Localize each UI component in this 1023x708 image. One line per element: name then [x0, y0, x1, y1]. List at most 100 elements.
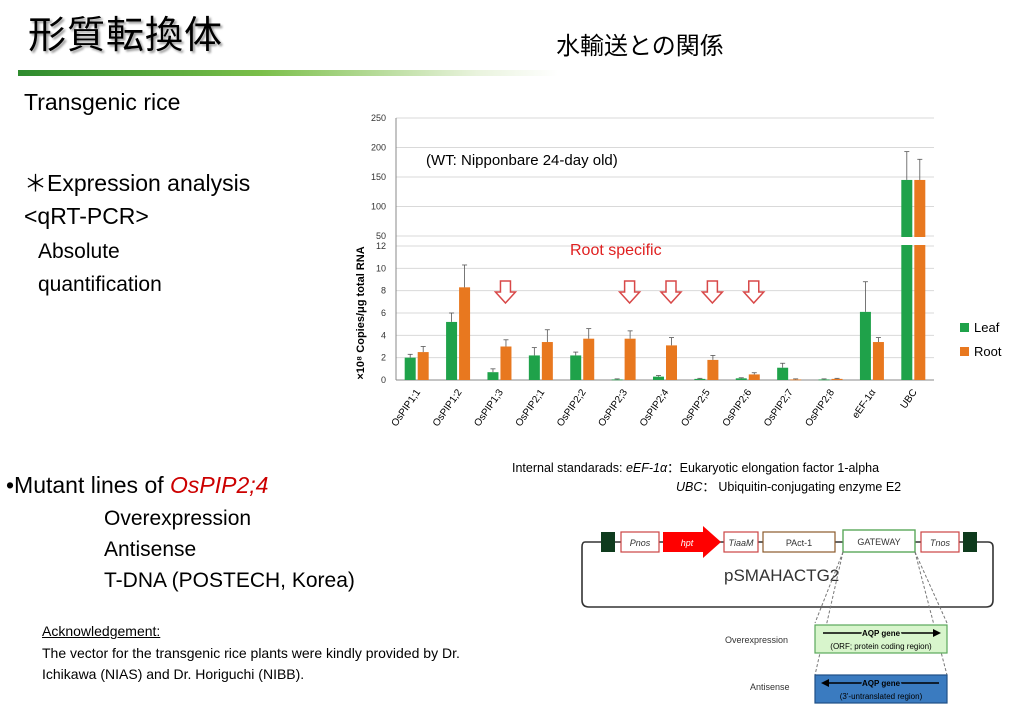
bar-root — [500, 346, 512, 380]
mutant-line-tdna: T-DNA (POSTECH, Korea) — [104, 569, 355, 592]
bar-root — [914, 179, 926, 380]
y-tick-label: 100 — [371, 202, 386, 212]
x-tick-label: OsPIP2;7 — [762, 387, 796, 429]
ack-text-line2: Ichikawa (NIAS) and Dr. Horiguchi (NIBB)… — [42, 666, 305, 682]
bar-leaf — [611, 379, 623, 381]
bar-root — [459, 287, 471, 380]
bar-root — [666, 345, 677, 380]
ack-text-line1: The vector for the transgenic rice plant… — [42, 645, 460, 661]
tnos-box — [920, 531, 960, 553]
y-tick-label: 150 — [371, 172, 386, 182]
bar-leaf — [901, 179, 913, 380]
bar-leaf — [735, 378, 747, 380]
down-arrow — [700, 280, 725, 305]
over-gene-sub: (ORF; protein coding region) — [830, 642, 932, 651]
hpt-label: hpt — [681, 538, 694, 548]
analysis-line1: ＊Expression analysis — [24, 170, 251, 196]
vector-name: pSMAHACTG2 — [724, 566, 839, 585]
y-tick-label: 10 — [376, 263, 386, 273]
y-tick-label: 6 — [381, 308, 386, 318]
guide-line — [814, 551, 844, 676]
root-specific-annotation: Root specific — [570, 242, 662, 259]
x-tick-label: OsPIP2;3 — [597, 387, 631, 429]
bar-leaf — [818, 379, 830, 381]
bar-root — [541, 342, 553, 380]
guide-line — [914, 551, 948, 624]
y-tick-label: 12 — [376, 241, 386, 251]
y-tick-label: 8 — [381, 286, 386, 296]
x-tick-label: OsPIP1;3 — [472, 387, 506, 429]
down-arrow — [659, 280, 683, 305]
y-tick-label: 50 — [376, 231, 386, 241]
legend-swatch-leaf — [960, 323, 969, 332]
legend-swatch-root — [960, 347, 969, 356]
tiaam-label: TiaaM — [729, 538, 754, 548]
y-tick-label: 200 — [371, 143, 386, 153]
antisense-arrow-head — [821, 679, 829, 687]
legend-label-leaf: Leaf — [974, 320, 1000, 335]
x-tick-label: OsPIP2;6 — [721, 387, 755, 429]
bar-root — [417, 352, 429, 380]
bar-root — [624, 338, 636, 380]
bar-leaf — [653, 376, 664, 380]
analysis-line2: <qRT-PCR> — [24, 203, 149, 229]
standard-gene-ubc: UBC — [676, 480, 703, 494]
title-underline — [18, 70, 558, 76]
bar-root — [748, 374, 760, 380]
axis-break — [397, 237, 935, 245]
standards-line2: UBC： Ubiquitin-conjugating enzyme E2 — [676, 476, 901, 495]
bar-leaf — [694, 378, 706, 380]
bar-leaf — [404, 357, 416, 380]
bar-root — [831, 378, 843, 380]
guide-line — [814, 551, 844, 624]
antisense-box — [814, 674, 948, 704]
pact1-box — [762, 531, 836, 553]
x-tick-label: OsPIP1;2 — [431, 387, 465, 429]
bar-root — [790, 379, 802, 381]
bar-leaf — [570, 355, 582, 380]
method-line2: quantification — [38, 273, 162, 296]
legend-label-root: Root — [974, 344, 1002, 359]
pnos-box — [620, 531, 660, 553]
standards-prefix: Internal standarads: — [512, 461, 626, 475]
down-arrow — [617, 280, 642, 305]
x-tick-label: OsPIP2;1 — [514, 387, 548, 429]
x-tick-label: OsPIP2;5 — [679, 387, 713, 429]
antisense-label: Antisense — [750, 682, 790, 692]
mutant-prefix: •Mutant lines of — [6, 472, 171, 498]
y-axis-label: ×10⁸ Copies/μg total RNA — [355, 246, 367, 379]
x-tick-label: OsPIP2;2 — [555, 387, 589, 429]
y-tick-label: 0 — [381, 375, 386, 385]
standards-line1: Internal standarads: eEF-1α：Eukaryotic e… — [512, 457, 879, 476]
tnos-label: Tnos — [930, 538, 951, 548]
sense-arrow-head — [933, 629, 941, 637]
slide-subtitle: 水輸送との関係 — [556, 32, 724, 60]
ack-label: Acknowledgement: — [42, 623, 161, 639]
over-gene-title: AQP gene — [862, 629, 901, 638]
left-border-block — [601, 532, 615, 552]
transgenic-heading: Transgenic rice — [24, 89, 181, 115]
mutant-heading: •Mutant lines of OsPIP2;4 — [6, 472, 268, 499]
gateway-label: GATEWAY — [857, 537, 900, 547]
right-border-block — [963, 532, 977, 552]
y-tick-label: 250 — [371, 113, 386, 123]
chart-title: (WT: Nipponbare 24-day old) — [426, 152, 618, 169]
x-tick-label: OsPIP1;1 — [390, 387, 424, 429]
vector-diagram: Pnos hpt TiaaM PAct-1 GATEWAY Tnos pSMAH… — [581, 526, 994, 704]
anti-gene-title: AQP gene — [862, 679, 901, 688]
vector-backbone — [581, 541, 994, 608]
mutant-line-overexpression: Overexpression — [104, 507, 252, 530]
down-arrow — [493, 280, 518, 305]
x-tick-label: eEF-1α — [850, 387, 878, 421]
mutant-line-antisense: Antisense — [104, 538, 197, 561]
standard-gene-eef: eEF-1α — [625, 461, 668, 475]
standard-desc-eef: ：Eukaryotic elongation factor 1-alpha — [667, 461, 880, 475]
guide-line — [914, 551, 948, 676]
bar-root — [872, 342, 884, 380]
pnos-label: Pnos — [630, 538, 651, 548]
overexpression-label: Overexpression — [725, 635, 788, 645]
bar-root — [707, 359, 719, 380]
method-line1: Absolute — [38, 240, 120, 263]
bar-root — [583, 338, 595, 380]
bar-leaf — [859, 311, 871, 380]
